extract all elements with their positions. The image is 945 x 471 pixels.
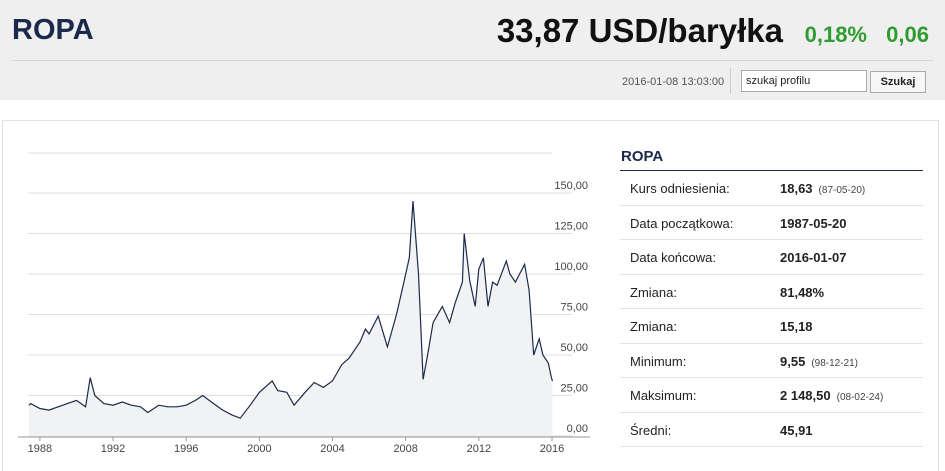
- row-label: Data końcowa:: [630, 250, 716, 265]
- table-row: Średni: 45,91: [620, 413, 923, 447]
- title: ROPA: [12, 14, 94, 46]
- y-tick-label: 25,00: [560, 382, 588, 394]
- price: 33,87 USD/baryłka: [496, 12, 783, 49]
- x-tick-label: 2000: [247, 443, 271, 455]
- row-label: Zmiana:: [630, 319, 677, 334]
- row-value: 18,63 (87-05-20): [780, 181, 865, 196]
- header: ROPA 33,87 USD/baryłka 0,18% 0,06 2016-0…: [0, 0, 945, 100]
- row-value: 2 148,50 (08-02-24): [780, 388, 883, 403]
- area: [28, 201, 553, 436]
- y-tick-label: 75,00: [560, 301, 588, 313]
- y-tick-label: 0,00: [567, 423, 588, 435]
- y-tick-label: 150,00: [554, 180, 588, 192]
- row-value: 15,18: [780, 319, 813, 334]
- row-label: Średni:: [630, 422, 672, 438]
- table-row: Zmiana: 15,18: [620, 309, 923, 344]
- line: [28, 201, 553, 419]
- row-value: 45,91: [780, 423, 813, 438]
- value-text: 81,48%: [780, 284, 825, 300]
- x-tick-label: 2016: [540, 443, 564, 455]
- table: Kurs odniesienia: 18,63 (87-05-20) Data poc…: [620, 170, 923, 447]
- row-date: (08-02-24): [836, 392, 884, 403]
- datetime: 2016-01-08 13:03:00: [622, 76, 725, 88]
- value-text: 1987-05-20: [780, 215, 847, 231]
- value-text: 2 148,50: [780, 388, 831, 403]
- x-tick-label: 1988: [28, 443, 52, 455]
- value-text: 2016-01-07: [780, 250, 847, 265]
- x-tick-label: 2008: [393, 443, 417, 455]
- table-title: ROPA: [621, 148, 664, 165]
- row-label: Kurs odniesienia:: [630, 181, 730, 196]
- x-tick-label: 2012: [467, 443, 491, 455]
- change-pct: 0,18%: [804, 22, 867, 47]
- row-label: Maksimum:: [630, 388, 697, 403]
- row-date: (87-05-20): [818, 185, 866, 196]
- x-tick-label: 1996: [174, 443, 198, 455]
- separator: [12, 60, 933, 61]
- y-tick-label: 100,00: [554, 261, 588, 273]
- x-tick-label: 1992: [101, 443, 125, 455]
- row-value: 9,55 (98-12-21): [780, 354, 858, 369]
- value-text: 18,63: [780, 181, 813, 196]
- value-text: 9,55: [780, 353, 806, 369]
- table-row: Data początkowa: 1987-05-20: [620, 206, 923, 240]
- table-row: Data końcowa: 2016-01-07: [620, 240, 923, 275]
- y-tick-label: 50,00: [560, 342, 588, 354]
- y-tick-label: 125,00: [554, 220, 588, 232]
- row-value: 1987-05-20: [780, 216, 847, 231]
- search-input[interactable]: szukaj profilu: [741, 70, 867, 92]
- table-row: Maksimum: 2 148,50 (08-02-24): [620, 378, 923, 413]
- row-value: 81,48%: [780, 285, 824, 300]
- x-tick-label: 2004: [320, 443, 344, 455]
- table-row: Minimum: 9,55 (98-12-21): [620, 344, 923, 378]
- row-date: (98-12-21): [811, 357, 859, 369]
- row-label: Data początkowa:: [630, 215, 734, 231]
- row-label: Zmiana:: [630, 284, 677, 300]
- panel: [2, 120, 939, 471]
- value-text: 45,91: [780, 422, 813, 438]
- value-text: 15,18: [780, 319, 813, 334]
- row-value: 2016-01-07: [780, 250, 847, 265]
- table-row: Kurs odniesienia: 18,63 (87-05-20): [620, 171, 923, 206]
- table-row: Zmiana: 81,48%: [620, 275, 923, 309]
- separator: [730, 68, 731, 94]
- row-label: Minimum:: [630, 353, 687, 369]
- search-button[interactable]: Szukaj: [870, 71, 926, 93]
- change: 0,06: [886, 22, 929, 47]
- chart: 0,00 25,00 50,00 75,00 100,00 125,00 150,00 198…: [18, 152, 590, 455]
